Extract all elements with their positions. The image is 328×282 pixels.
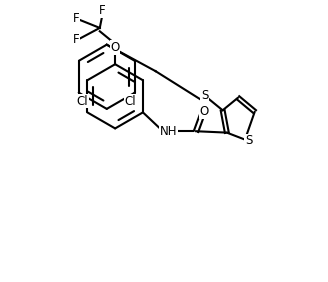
Text: NH: NH [159, 125, 177, 138]
Text: O: O [200, 105, 209, 118]
Text: S: S [201, 89, 208, 102]
Text: S: S [245, 135, 252, 147]
Text: Cl: Cl [76, 95, 88, 108]
Text: O: O [111, 41, 120, 54]
Text: F: F [73, 12, 79, 25]
Text: F: F [99, 4, 106, 17]
Text: Cl: Cl [125, 95, 136, 108]
Text: F: F [73, 33, 79, 46]
